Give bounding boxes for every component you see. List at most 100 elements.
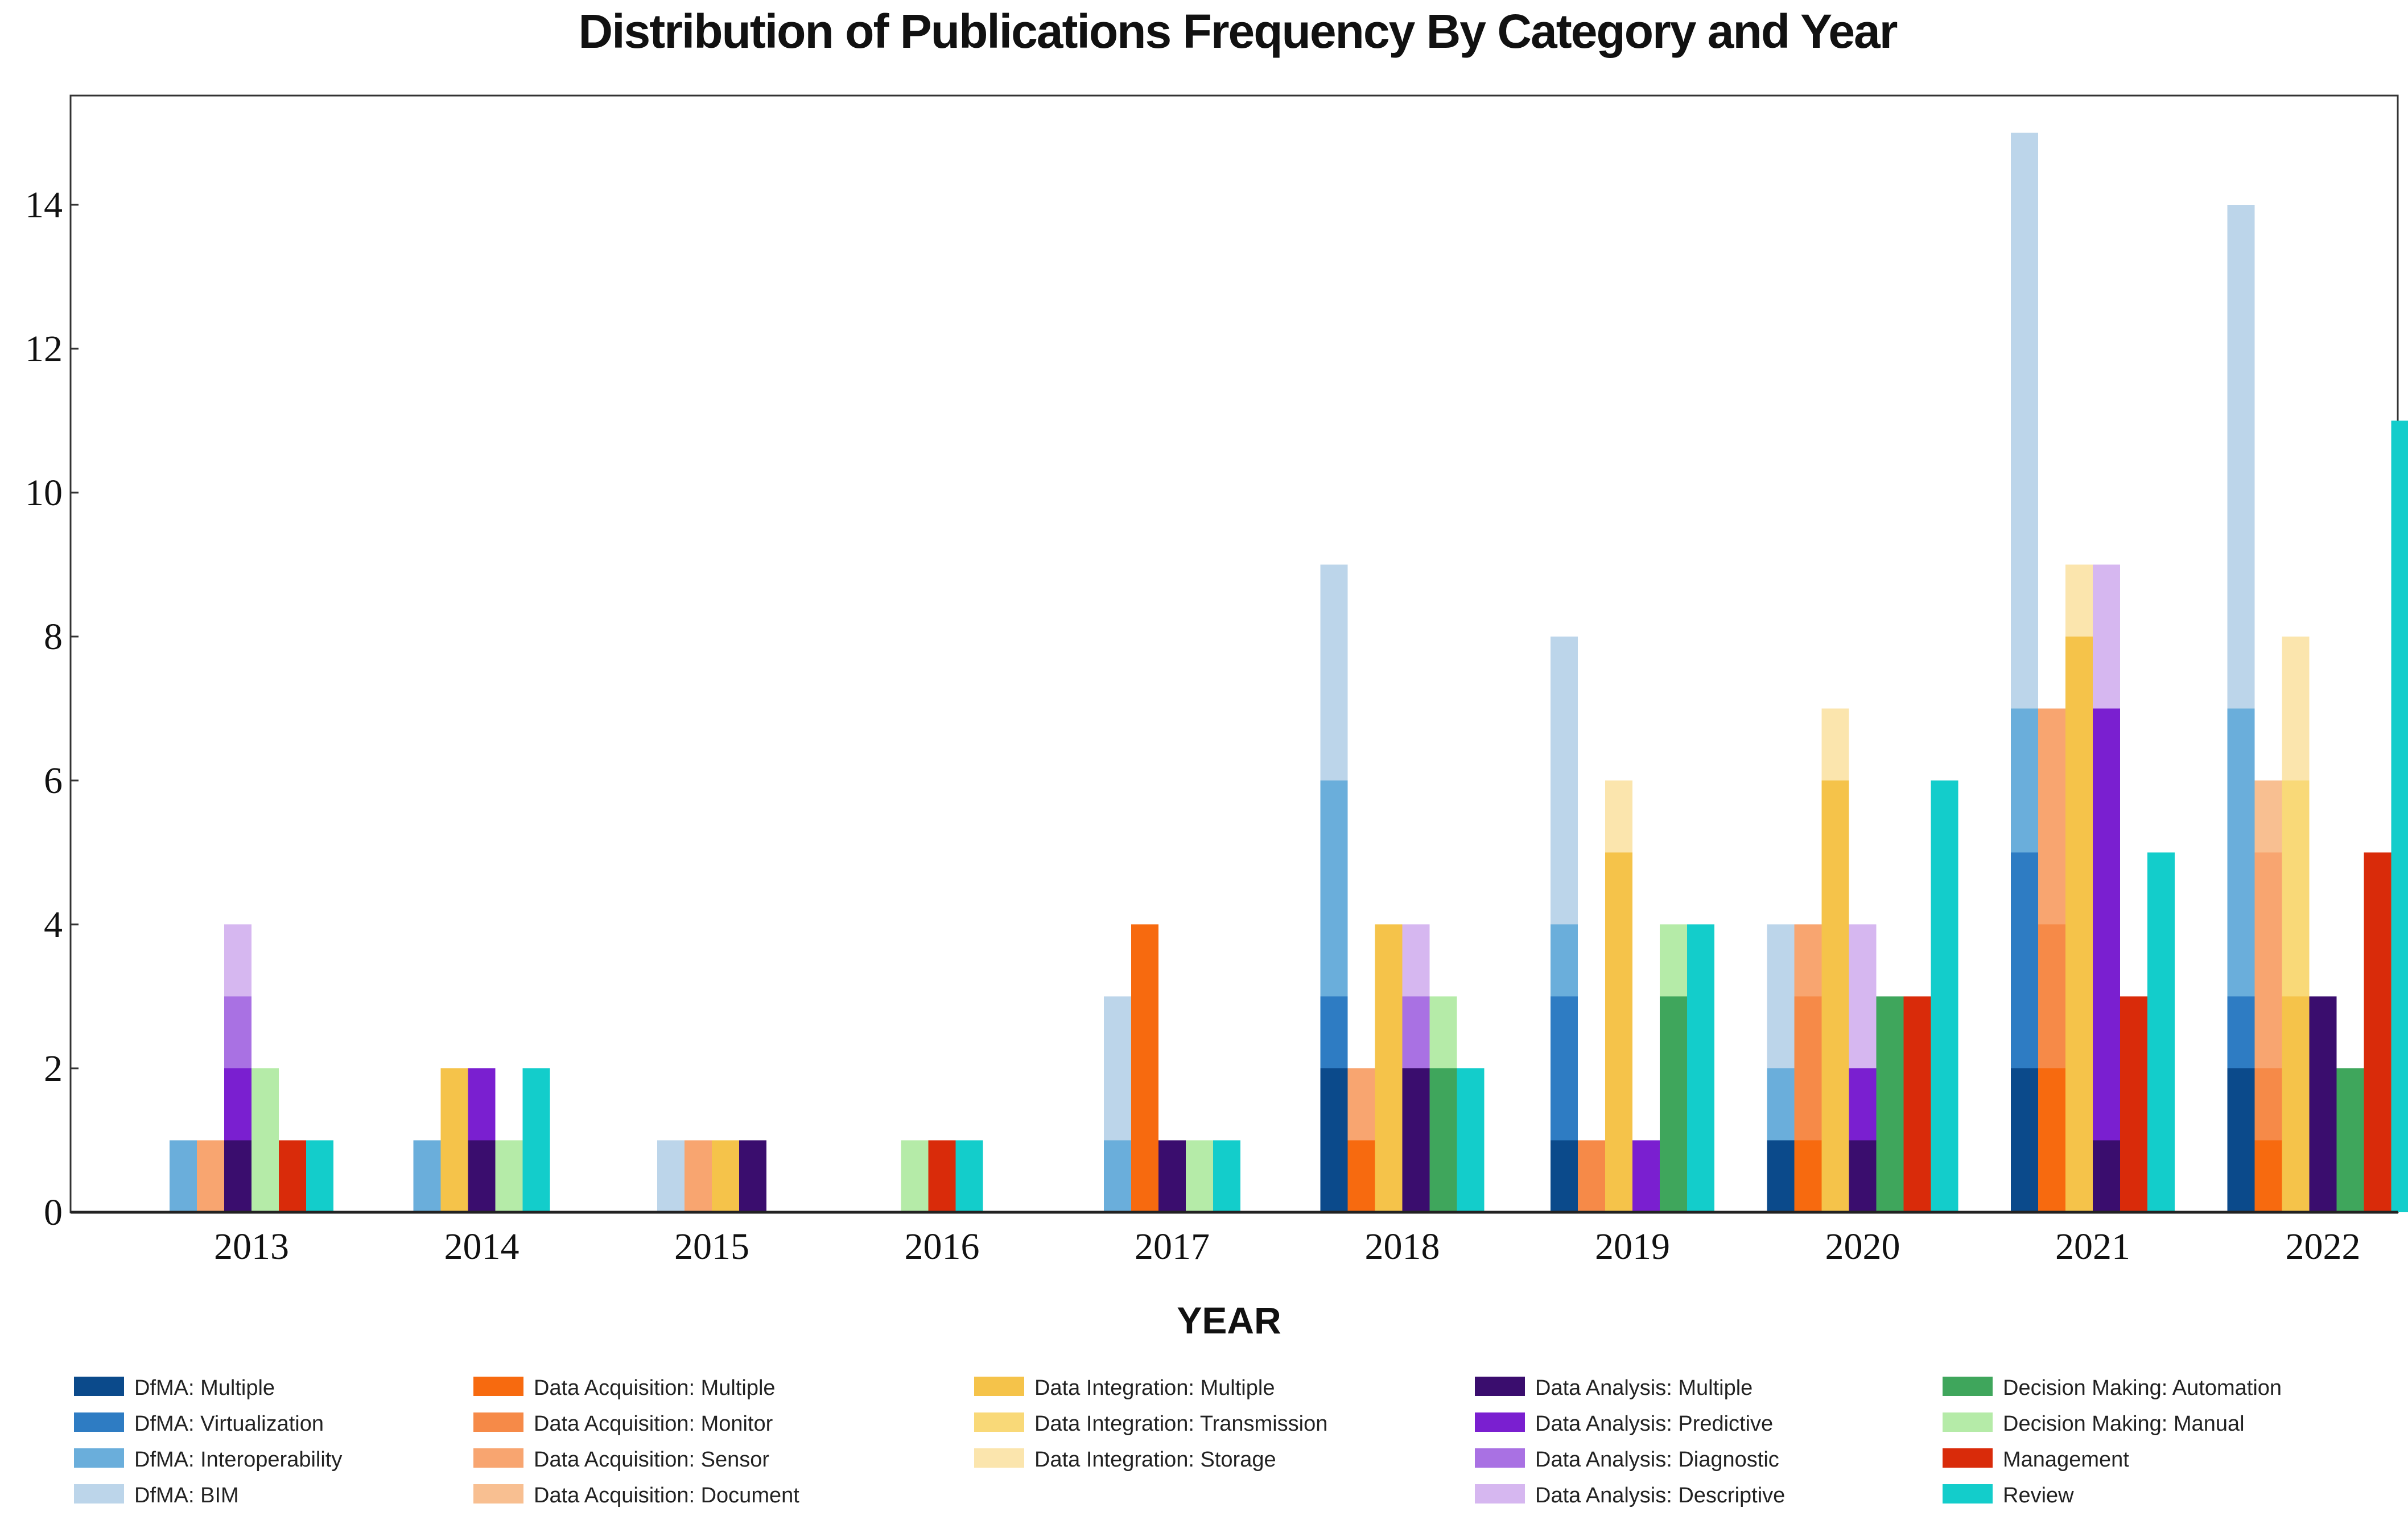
year-group-2013 <box>170 924 333 1212</box>
bar-dfma-multiple-2019 <box>1551 1140 1578 1212</box>
bar-data-analysis-multiple-2013 <box>224 1140 251 1212</box>
bar-data-analysis-multiple-2015 <box>739 1140 766 1212</box>
legend-item-data-analysis-descriptive: Data Analysis: Descriptive <box>1475 1484 1785 1507</box>
bar-decision-making-automation-2018 <box>1429 1068 1457 1212</box>
legend-label: Decision Making: Manual <box>2003 1412 2245 1436</box>
bar-data-integration-transmission-2022 <box>2282 780 2310 997</box>
bar-data-integration-storage-2020 <box>1821 708 1849 780</box>
legend-swatch <box>1943 1484 1993 1504</box>
bar-data-integration-storage-2021 <box>2065 564 2093 637</box>
bar-dfma-interoperability-2019 <box>1551 924 1578 997</box>
bar-management-2021 <box>2120 996 2147 1212</box>
legend-item-data-integration-multiple: Data Integration: Multiple <box>974 1376 1275 1400</box>
bar-dfma-interoperability-2022 <box>2227 708 2255 997</box>
year-group-2017 <box>1104 924 1240 1212</box>
legend-swatch <box>974 1377 1024 1396</box>
bar-data-acquisition-sensor-2015 <box>685 1140 712 1212</box>
bars-layer <box>170 133 2408 1212</box>
legend-item-dfma-bim: DfMA: BIM <box>74 1484 239 1507</box>
y-tick-label: 2 <box>44 1048 63 1089</box>
bar-dfma-bim-2019 <box>1551 637 1578 924</box>
legend-swatch <box>473 1377 523 1396</box>
bar-dfma-multiple-2021 <box>2011 1068 2038 1212</box>
legend-item-data-integration-storage: Data Integration: Storage <box>974 1448 1276 1472</box>
legend-label: DfMA: Virtualization <box>134 1412 324 1436</box>
y-tick-label: 0 <box>44 1192 63 1233</box>
y-axis: 0 2 4 6 8 10 12 14 <box>25 184 79 1233</box>
bar-dfma-interoperability-2014 <box>413 1140 441 1212</box>
bar-data-analysis-multiple-2021 <box>2093 1140 2120 1212</box>
bar-data-analysis-predictive-2021 <box>2093 708 2120 1141</box>
bar-dfma-bim-2022 <box>2227 205 2255 709</box>
x-axis-title: YEAR <box>1177 1299 1281 1341</box>
bar-data-acquisition-monitor-2022 <box>2254 1068 2282 1141</box>
legend-label: Data Analysis: Predictive <box>1535 1412 1773 1436</box>
bar-data-acquisition-multiple-2017 <box>1131 924 1158 1212</box>
bar-dfma-virtualization-2021 <box>2011 852 2038 1068</box>
bar-data-integration-multiple-2021 <box>2065 637 2093 1212</box>
year-group-2022 <box>2227 205 2408 1212</box>
bar-data-acquisition-sensor-2021 <box>2038 708 2065 924</box>
bar-dfma-interoperability-2017 <box>1104 1140 1131 1212</box>
bar-data-integration-multiple-2022 <box>2282 996 2310 1212</box>
x-tick-label-2022: 2022 <box>2286 1226 2361 1267</box>
bar-data-acquisition-monitor-2020 <box>1794 996 1822 1141</box>
bar-data-analysis-diagnostic-2018 <box>1402 996 1430 1068</box>
bar-data-analysis-multiple-2020 <box>1849 1140 1877 1212</box>
bar-data-acquisition-sensor-2018 <box>1347 1068 1375 1141</box>
x-tick-label-2015: 2015 <box>674 1226 749 1267</box>
bar-data-integration-storage-2022 <box>2282 637 2310 780</box>
legend-label: DfMA: Multiple <box>134 1376 275 1400</box>
bar-data-acquisition-sensor-2013 <box>197 1140 224 1212</box>
x-axis: 2013 2014 2015 2016 2017 2018 2019 2020 2021 2022 <box>214 1226 2361 1267</box>
bar-dfma-bim-2020 <box>1767 924 1795 1068</box>
bar-data-analysis-multiple-2022 <box>2309 996 2337 1212</box>
bar-management-2016 <box>928 1140 956 1212</box>
bar-data-acquisition-multiple-2020 <box>1794 1140 1822 1212</box>
legend-label: DfMA: BIM <box>134 1484 239 1507</box>
bar-data-integration-multiple-2020 <box>1821 780 1849 1212</box>
legend-swatch <box>473 1484 523 1504</box>
bar-review-2014 <box>522 1068 550 1212</box>
legend-label: Review <box>2003 1484 2074 1507</box>
legend-swatch <box>974 1412 1024 1432</box>
bar-data-integration-multiple-2015 <box>712 1140 739 1212</box>
bar-dfma-bim-2017 <box>1104 996 1131 1141</box>
bar-data-analysis-multiple-2014 <box>468 1140 496 1212</box>
legend-label: Data Acquisition: Multiple <box>534 1376 776 1400</box>
bar-data-acquisition-sensor-2020 <box>1794 924 1822 997</box>
year-group-2018 <box>1320 564 1485 1212</box>
bar-data-integration-multiple-2014 <box>440 1068 468 1212</box>
year-group-2016 <box>901 1140 983 1212</box>
bar-decision-making-manual-2017 <box>1186 1140 1213 1212</box>
bar-review-2013 <box>306 1140 333 1212</box>
bar-data-analysis-predictive-2013 <box>224 1068 251 1141</box>
y-tick-label: 14 <box>25 184 63 226</box>
bar-dfma-bim-2021 <box>2011 133 2038 709</box>
legend-swatch <box>1475 1377 1525 1396</box>
bar-data-acquisition-document-2022 <box>2254 780 2282 853</box>
bar-decision-making-automation-2022 <box>2336 1068 2364 1212</box>
bar-management-2013 <box>279 1140 306 1212</box>
legend-label: Data Analysis: Diagnostic <box>1535 1448 1779 1472</box>
bar-data-acquisition-multiple-2021 <box>2038 1068 2065 1212</box>
legend-label: DfMA: Interoperability <box>134 1448 342 1472</box>
bar-data-analysis-predictive-2014 <box>468 1068 496 1141</box>
legend: DfMA: Multiple DfMA: Virtualization DfMA: … <box>74 1376 2282 1507</box>
year-group-2020 <box>1767 708 1958 1212</box>
bar-data-analysis-predictive-2019 <box>1632 1140 1660 1212</box>
bar-data-analysis-descriptive-2018 <box>1402 924 1430 997</box>
bar-management-2022 <box>2364 852 2391 1212</box>
bar-dfma-virtualization-2022 <box>2227 996 2255 1068</box>
legend-swatch <box>74 1412 124 1432</box>
legend-item-data-acquisition-multiple: Data Acquisition: Multiple <box>473 1376 776 1400</box>
bar-data-integration-multiple-2019 <box>1605 852 1632 1212</box>
bar-data-analysis-diagnostic-2013 <box>224 996 251 1068</box>
legend-label: Data Acquisition: Sensor <box>534 1448 769 1472</box>
x-tick-label-2013: 2013 <box>214 1226 289 1267</box>
legend-item-dfma-interoperability: DfMA: Interoperability <box>74 1448 342 1472</box>
legend-item-data-acquisition-document: Data Acquisition: Document <box>473 1484 799 1507</box>
bar-decision-making-manual-2018 <box>1429 996 1457 1068</box>
